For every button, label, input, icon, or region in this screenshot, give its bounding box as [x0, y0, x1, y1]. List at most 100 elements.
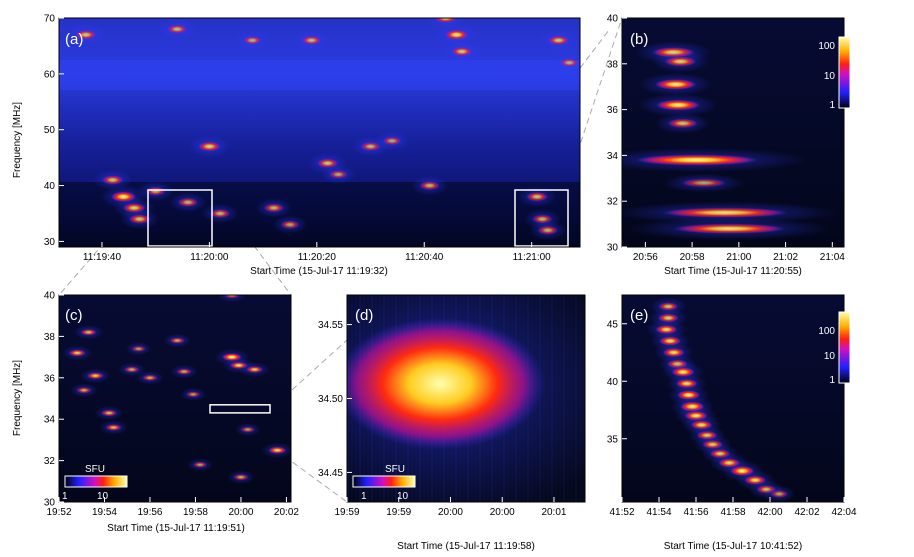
panel-b-yticks: 30 32 34 36 38 40 — [607, 14, 627, 254]
burst — [681, 178, 727, 188]
ytick-label: 36 — [607, 105, 619, 116]
ytick-label: 34.45 — [318, 468, 343, 479]
panel-b-xticks: 20:56 20:58 21:00 21:02 21:04 — [633, 242, 845, 263]
xtick-label: 42:02 — [794, 507, 819, 518]
xtick-label: 11:20:00 — [190, 252, 229, 263]
ytick-label: 34 — [44, 415, 56, 426]
burst-halo — [425, 18, 467, 29]
burst — [661, 207, 788, 218]
xtick-label: 19:52 — [46, 507, 71, 518]
panel-c-ylabel: Frequency [MHz] — [12, 360, 23, 436]
burst — [537, 225, 558, 235]
burst — [655, 79, 697, 90]
burst — [124, 366, 140, 373]
ytick-label: 34.55 — [318, 320, 343, 331]
burst — [360, 141, 381, 151]
burst — [328, 170, 348, 179]
burst — [280, 220, 300, 229]
panel-c-yticks: 30 32 34 36 38 40 — [44, 291, 64, 509]
colorbar-b-tick-1: 1 — [829, 100, 835, 111]
burst — [233, 474, 249, 481]
xtick-label: 11:19:40 — [83, 252, 122, 263]
xtick-label: 20:02 — [274, 507, 299, 518]
xtick-label: 20:01 — [541, 507, 566, 518]
burst — [770, 490, 789, 498]
burst — [451, 46, 473, 57]
ytick-label: 40 — [44, 181, 56, 192]
xtick-label: 41:54 — [646, 507, 671, 518]
xtick-label: 42:04 — [831, 507, 856, 518]
ytick-label: 32 — [607, 197, 619, 208]
burst — [547, 35, 570, 46]
colorbar-d-tick-10: 10 — [397, 491, 409, 502]
ytick-label: 45 — [607, 319, 619, 330]
burst — [240, 426, 255, 433]
burst — [176, 368, 192, 375]
xtick-label: 42:00 — [757, 507, 782, 518]
ytick-label: 35 — [607, 434, 619, 445]
burst — [434, 18, 458, 23]
burst — [263, 203, 285, 213]
burst — [142, 374, 158, 381]
burst — [100, 409, 118, 417]
burst — [166, 24, 188, 34]
colorbar-e-tick-1: 1 — [829, 375, 835, 386]
panel-label-e: (e) — [630, 307, 648, 324]
xtick-label: 20:58 — [680, 252, 705, 263]
burst — [658, 302, 679, 311]
panel-a-xlabel: Start Time (15-Jul-17 11:19:32) — [250, 266, 388, 277]
panel-e-yticks: 35 40 45 — [607, 319, 627, 445]
burst — [444, 29, 469, 40]
xtick-label: 19:58 — [183, 507, 208, 518]
xtick-label: 19:56 — [137, 507, 162, 518]
colorbar-b-tick-100: 100 — [818, 41, 835, 52]
colorbar-d-tick-1: 1 — [361, 491, 367, 502]
burst — [242, 36, 262, 45]
xtick-label: 19:59 — [386, 507, 411, 518]
burst — [177, 197, 199, 207]
ytick-label: 34.50 — [318, 394, 343, 405]
burst — [192, 461, 208, 468]
burst — [419, 181, 440, 191]
xtick-label: 21:00 — [726, 252, 751, 263]
burst — [347, 317, 545, 450]
ytick-label: 40 — [44, 291, 56, 302]
burst — [101, 175, 124, 185]
panel-a-xticks: 11:19:40 11:20:00 11:20:20 11:20:40 11:21:00 — [83, 242, 551, 263]
burst — [185, 391, 201, 398]
colorbar-b-tick-10: 10 — [824, 71, 836, 82]
burst-halo — [217, 295, 247, 303]
burst — [145, 186, 166, 196]
zoom-box-b — [514, 189, 569, 247]
panel-c-xlabel: Start Time (15-Jul-17 11:19:51) — [107, 523, 245, 534]
burst — [246, 366, 264, 373]
colorbar-d: SFU 1 10 — [352, 464, 416, 502]
burst — [635, 154, 759, 166]
panel-d-yticks: 34.45 34.50 34.55 — [318, 320, 352, 479]
xtick-label: 20:56 — [633, 252, 658, 263]
ytick-label: 50 — [44, 125, 56, 136]
ytick-label: 30 — [607, 243, 619, 254]
burst — [128, 214, 151, 224]
panel-label-a: (a) — [65, 31, 83, 48]
xtick-label: 41:56 — [683, 507, 708, 518]
xtick-label: 20:00 — [228, 507, 253, 518]
ytick-label: 30 — [44, 498, 56, 509]
zoom-box-c — [147, 189, 213, 247]
burst — [673, 223, 786, 234]
panel-d-xlabel: Start Time (15-Jul-17 11:19:58) — [397, 541, 535, 552]
panel-label-b: (b) — [630, 31, 648, 48]
ytick-label: 60 — [44, 69, 56, 80]
ytick-label: 38 — [44, 332, 56, 343]
burst — [105, 424, 122, 431]
burst — [268, 446, 287, 454]
burst — [68, 349, 86, 357]
burst — [209, 208, 231, 218]
colorbar-c-unit: SFU — [85, 464, 105, 475]
burst — [80, 328, 97, 336]
panel-a-bursts — [66, 18, 580, 241]
xtick-label: 20:00 — [438, 507, 463, 518]
